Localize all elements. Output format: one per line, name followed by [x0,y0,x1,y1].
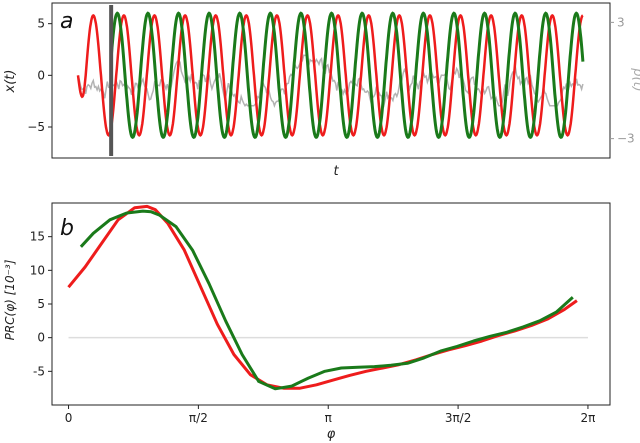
panel-a-plot [76,5,585,156]
panel-b-xtick-label: 3π/2 [445,411,472,425]
panel-b-ytick-label: 5 [37,297,45,311]
panel-a-ylabel-right: p(t) [630,67,640,92]
panel-a-xlabel: t [333,164,339,179]
panel-b-yticks: 15 10 5 0 -5 [30,230,52,378]
panel-a-ytick-label: 0 [37,68,45,82]
panel-a-right-tick-label: 3 [617,15,625,29]
panel-b-xtick-label: π/2 [189,411,208,425]
panel-b-ytick-label: 10 [30,263,45,277]
perturbed-series-line [109,11,585,140]
panel-b-label: b [60,216,74,241]
panel-a-ylabel: x(t) [3,70,18,94]
panel-a-ytick-label: −5 [27,120,45,134]
panel-b-plot [67,204,588,391]
panel-b-xlabel: φ [327,427,336,442]
panel-a: 5 0 −5 3 −3 a x(t) t p(t) [3,2,640,179]
unperturbed-series-line [76,13,584,137]
panel-b-xtick-label: 0 [65,411,73,425]
panel-b-ytick-label: 15 [30,230,45,244]
panel-a-left-ticks: 5 0 −5 [27,17,52,134]
panel-a-right-ticks: 3 −3 [610,15,635,146]
panel-b-ytick-label: 0 [37,331,45,345]
panel-a-right-tick-label: −3 [617,132,635,146]
panel-a-frame [51,2,611,159]
panel-b-xticks: 0 π/2 π 3π/2 2π [65,405,596,425]
panel-a-label: a [60,9,73,34]
panel-b-xtick-label: 2π [581,411,596,425]
panel-a-ytick-label: 5 [37,17,45,31]
panel-b-xtick-label: π [325,411,332,425]
panel-b-frame [51,202,611,406]
panel-b-ylabel: PRC(φ) [10⁻³] [3,259,17,340]
panel-b: 15 10 5 0 -5 0 π/2 π 3π/2 2π b PRC(φ) [10⁻³] φ [3,202,611,442]
prc-series-line-green [79,209,574,391]
panel-b-ytick-label: -5 [33,364,45,378]
prc-series-line-red [67,204,578,390]
